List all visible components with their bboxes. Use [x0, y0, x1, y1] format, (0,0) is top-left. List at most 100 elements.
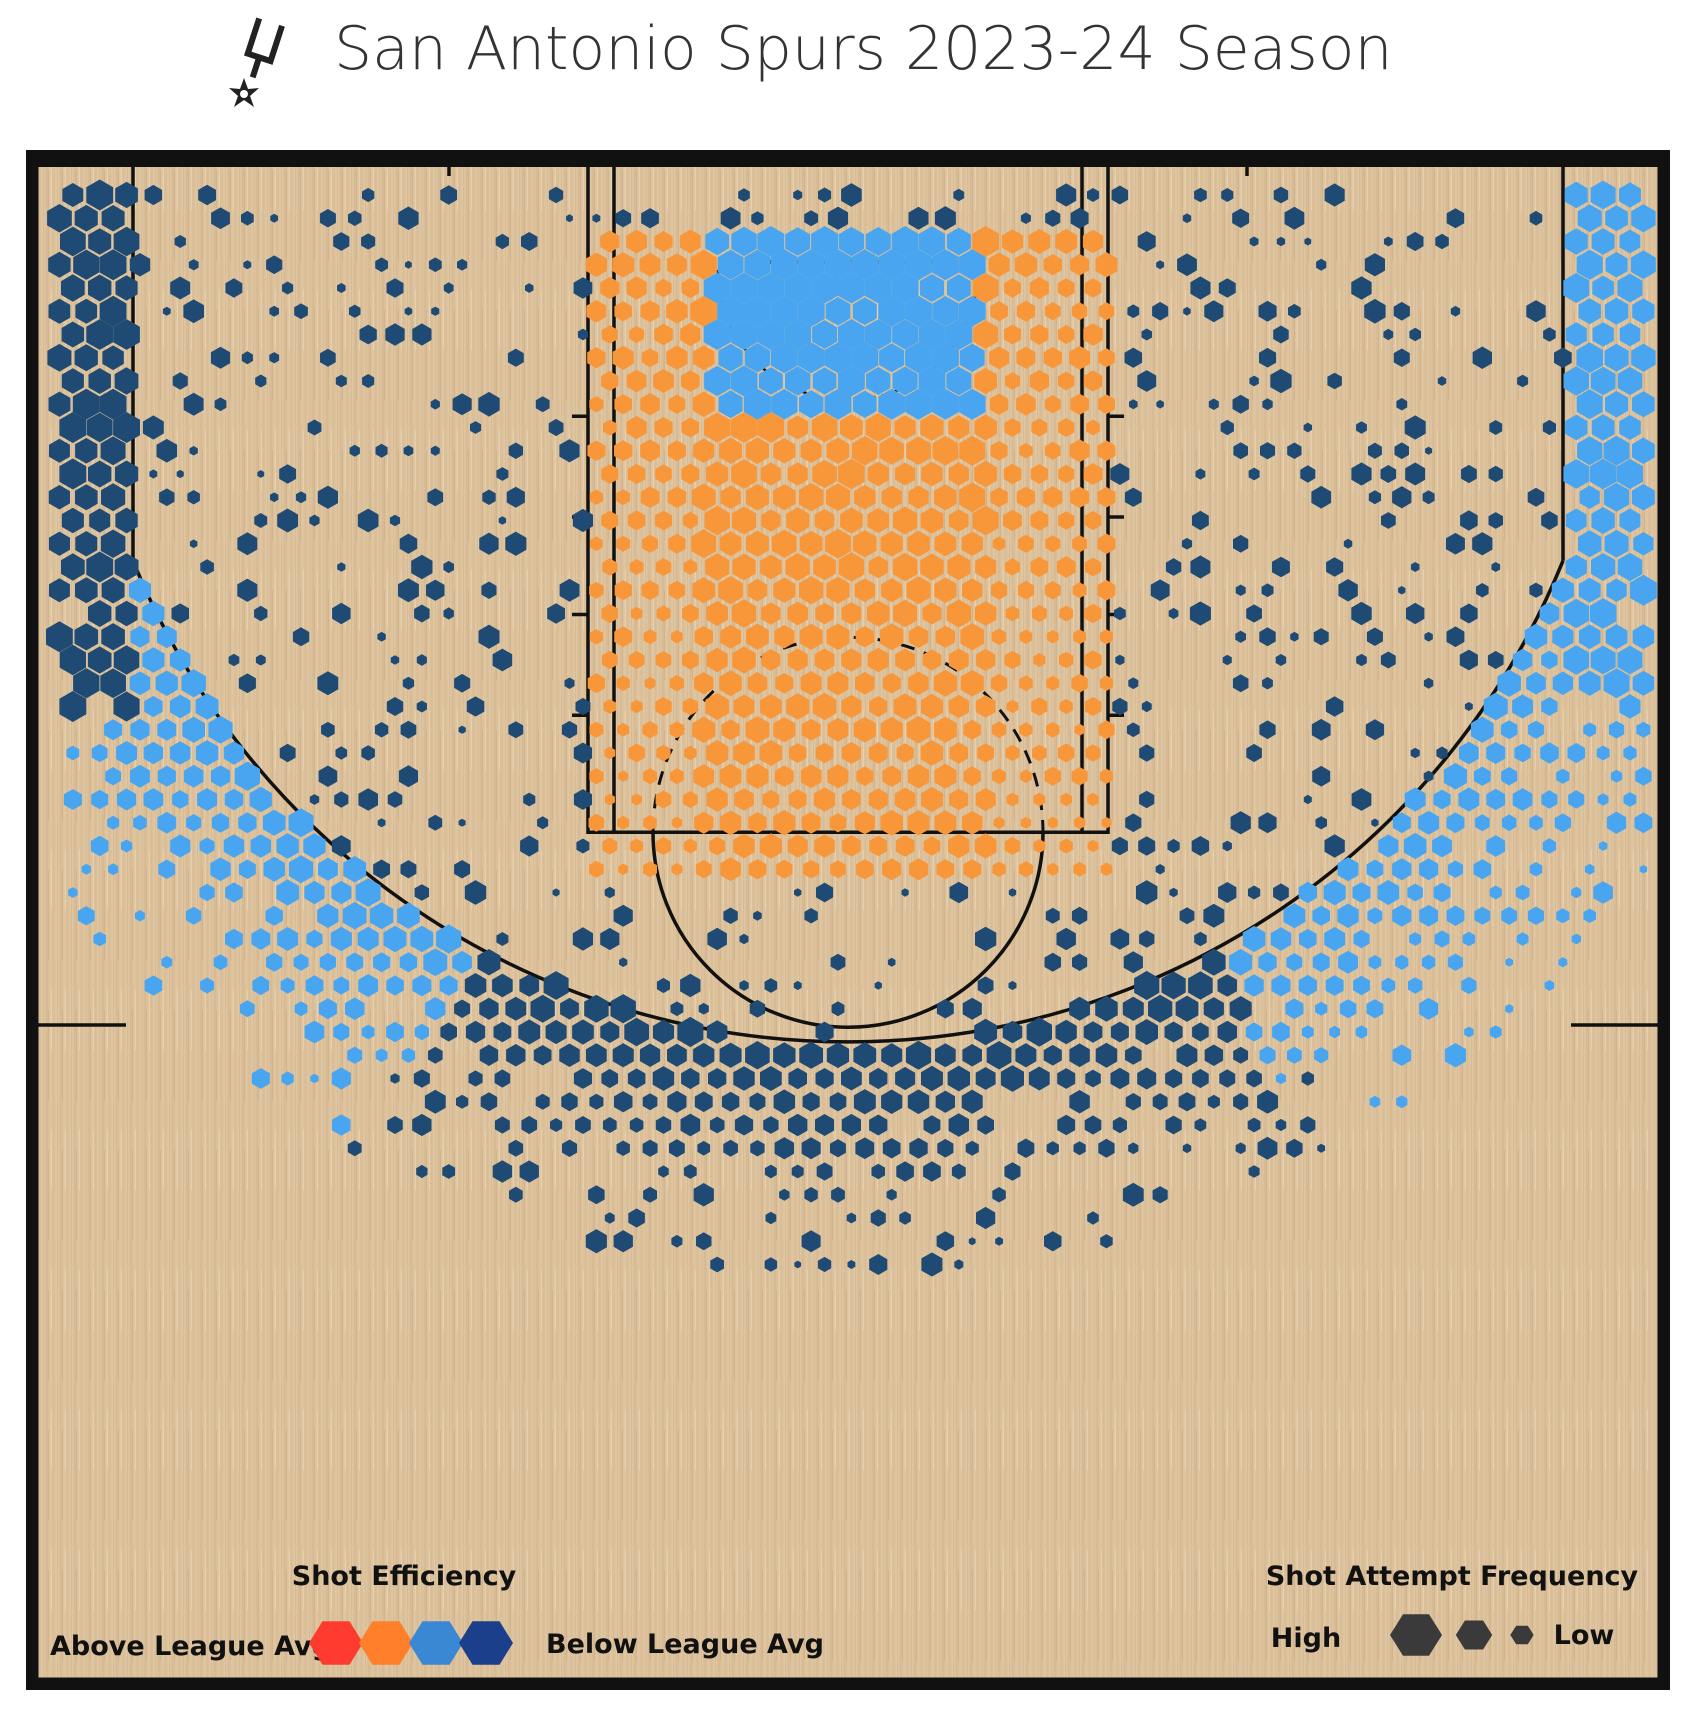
shot-hex	[1069, 439, 1090, 463]
shot-hex	[213, 954, 228, 971]
shot-hex	[1329, 1025, 1340, 1039]
shot-hex	[804, 210, 819, 227]
shot-hex	[401, 1047, 416, 1063]
shot-hex	[654, 323, 673, 346]
shot-hex	[373, 952, 391, 973]
shot-hex	[879, 343, 905, 373]
shot-hex	[920, 553, 944, 581]
shot-hex	[600, 276, 620, 300]
shot-hex	[667, 1090, 687, 1113]
shot-hex	[600, 927, 620, 951]
shot-hex	[559, 439, 580, 463]
shot-hex	[1396, 1095, 1408, 1109]
shot-hex	[692, 716, 716, 743]
shot-hex	[1128, 677, 1139, 690]
shot-hex	[506, 1044, 526, 1067]
shot-hex	[243, 260, 252, 270]
shot-hex	[1129, 399, 1138, 410]
shot-hex	[760, 554, 782, 580]
shot-hex	[1097, 533, 1116, 554]
shot-hex	[573, 742, 592, 764]
shot-hex	[1047, 816, 1058, 829]
shot-hex	[1058, 371, 1075, 391]
shot-hex	[671, 1234, 683, 1248]
shot-hex	[1398, 586, 1406, 595]
shot-hex	[66, 745, 80, 761]
shot-hex	[577, 328, 588, 341]
shot-hex	[934, 577, 957, 603]
shot-hex	[960, 669, 984, 697]
shot-hex	[1137, 1067, 1157, 1090]
shot-hex	[1219, 1069, 1236, 1088]
shot-hex	[320, 348, 336, 367]
shot-hex	[1514, 743, 1531, 763]
shot-hex	[68, 887, 78, 898]
shot-hex	[671, 816, 682, 829]
shot-hex	[1182, 213, 1192, 224]
shot-hex	[841, 183, 862, 207]
shot-hex	[696, 1232, 712, 1251]
shot-hex	[1473, 859, 1492, 880]
shot-hex	[46, 621, 73, 653]
shot-hex	[241, 210, 254, 226]
shot-hex	[962, 810, 983, 835]
shot-hex	[854, 484, 876, 510]
shot-hex	[1044, 581, 1061, 600]
shot-hex	[627, 510, 646, 531]
shot-hex	[1137, 231, 1156, 252]
shot-hex	[1406, 602, 1425, 625]
shot-hex	[1005, 558, 1020, 576]
legend-efficiency-high-label: Above League Avg	[50, 1631, 331, 1662]
shot-hex	[899, 1211, 911, 1225]
shot-hex	[719, 810, 742, 836]
shot-hex	[1083, 370, 1103, 392]
shot-hex	[948, 833, 970, 859]
shot-hex	[573, 1068, 592, 1089]
shot-hex	[492, 973, 513, 998]
shot-hex	[189, 446, 198, 456]
shot-hex	[523, 792, 536, 807]
shot-hex	[171, 603, 189, 624]
shot-hex	[1019, 675, 1033, 692]
shot-hex	[827, 717, 849, 742]
shot-hex	[305, 975, 324, 996]
shot-hex	[841, 648, 862, 672]
shot-hex	[1517, 374, 1529, 388]
shot-hex	[1110, 1067, 1130, 1090]
shot-hex	[1515, 884, 1530, 901]
legend-efficiency-swatch	[309, 1621, 363, 1665]
shot-hex	[1249, 375, 1259, 387]
shot-hex	[1259, 627, 1276, 647]
shot-hex	[270, 492, 279, 503]
shot-hex	[1235, 584, 1246, 596]
shot-hex	[1097, 394, 1115, 415]
shot-hex	[1057, 1114, 1076, 1136]
shot-hex	[1300, 465, 1316, 483]
shot-hex	[666, 298, 688, 324]
shot-hex	[974, 601, 997, 626]
shot-hex	[142, 647, 165, 673]
shot-hex	[655, 464, 672, 484]
shot-hex	[866, 367, 891, 395]
shot-hex	[1262, 398, 1273, 411]
shot-hex	[75, 484, 98, 511]
shot-hex	[1276, 236, 1286, 247]
shot-hex	[225, 882, 243, 903]
shot-hex	[824, 249, 852, 281]
shot-hex	[1583, 722, 1597, 738]
shot-hex	[1470, 716, 1494, 743]
shot-hex	[1071, 673, 1088, 693]
shot-hex	[317, 903, 339, 928]
shot-hex	[707, 927, 727, 951]
shot-hex	[920, 414, 944, 441]
shot-hex	[1394, 442, 1409, 460]
shot-hex	[115, 181, 138, 209]
shot-hex	[144, 975, 163, 996]
shot-hex	[963, 719, 981, 740]
shot-hex	[1124, 347, 1143, 368]
shot-hex	[891, 272, 919, 304]
shot-hex	[1029, 369, 1049, 393]
shot-hex	[1446, 905, 1465, 926]
shot-hex	[1298, 881, 1317, 904]
shot-hex	[170, 694, 191, 719]
